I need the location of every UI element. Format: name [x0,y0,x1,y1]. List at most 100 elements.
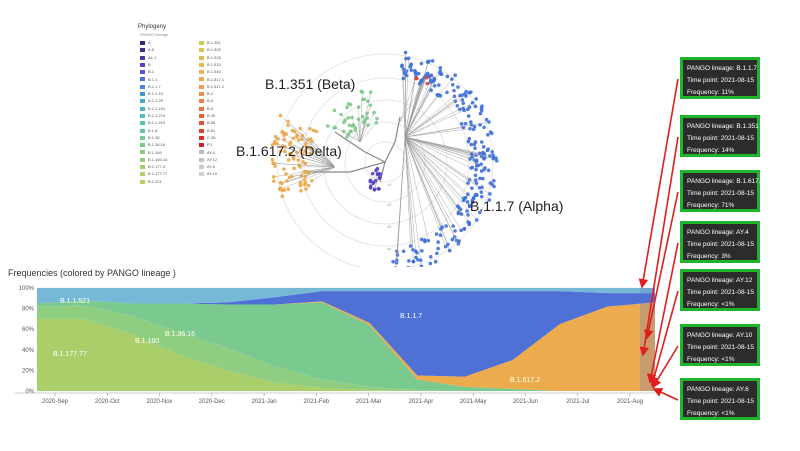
legend-swatch [140,92,145,97]
legend-item[interactable]: B.1.526 [199,55,221,60]
legend-item[interactable]: B.1.177.4 [140,164,165,169]
legend-item[interactable]: AY.4 [199,150,215,155]
callout-arrow [649,290,679,387]
legend-swatch [199,106,204,111]
legend-item[interactable]: B.1.617.2 [199,84,224,89]
legend-label: B.1.36.16 [148,142,166,148]
callout-arrow [646,242,679,384]
tooltip-callout: PANGO lineage: B.1.617.2 Time point: 2021… [680,170,765,212]
callout-lineage: PANGO lineage: B.1.617.2 [687,178,765,185]
callout-lineage: PANGO lineage: AY.12 [687,277,753,284]
legend-label: B.1.1.519 [148,120,166,126]
callout-arrow [652,387,679,401]
legend-label: B.1.160 [148,149,162,155]
legend-swatch [140,157,145,162]
callout-arrow [643,191,679,340]
legend-item[interactable]: B.1.540 [199,69,221,74]
legend-item[interactable]: B [140,62,151,67]
legend-swatch [140,121,145,126]
legend-label: B.1.1.10 [148,91,163,97]
legend-item[interactable]: AY.6 [199,164,215,169]
clade-label-delta: B.1.617.2 (Delta) [236,143,342,159]
legend-item[interactable]: B.1.1.274 [140,113,165,118]
legend-item[interactable]: B.58 [199,120,215,125]
legend-item[interactable]: A [140,40,151,45]
legend-item[interactable]: B.1.351 [199,40,221,45]
legend-item[interactable]: B.1.533 [199,62,221,67]
legend-item[interactable]: B.4 [199,98,213,103]
legend-item[interactable]: C.36 [199,135,215,140]
legend-swatch [140,135,145,140]
legend-item[interactable]: B.1.1.519 [140,120,165,125]
legend-item[interactable]: B.1.1.161 [140,106,165,111]
legend-item[interactable]: B.6 [199,106,213,111]
legend-label: B.6 [207,105,214,111]
legend-item[interactable]: B.2 [199,91,213,96]
callout-time: Time point: 2021-08-15 [687,398,754,405]
y-tick-label: 20% [22,368,35,374]
legend-swatch [140,62,145,67]
alpha-cluster [391,50,499,274]
tooltip-callout: PANGO lineage: AY.10 Time point: 2021-08-… [680,324,760,366]
legend-swatch [140,179,145,184]
area-B.1.1.7 [37,291,655,377]
legend-item[interactable]: B.1.160.16 [140,157,167,162]
ring-label: 10 [387,182,392,187]
ring-label: 30 [387,224,392,229]
callout-lineage: PANGO lineage: B.1.1.7 [687,65,757,72]
legend-swatch [199,165,204,170]
callout-time: Time point: 2021-08-15 [687,135,754,142]
x-tick-label: 2021-May [460,399,487,405]
tree-ring [364,141,406,183]
legend-item[interactable]: B.1.177.77 [140,171,167,176]
legend-label: B.1.177.77 [148,171,168,177]
legend-item[interactable]: B.1.221 [140,179,162,184]
legend-item[interactable]: B.1.1.7 [140,84,161,89]
legend-swatch [140,40,145,45]
legend-item[interactable]: B.1.1 [140,77,157,82]
y-tick-label: 100% [19,286,35,292]
legend-label: B.2 [207,91,214,97]
legend-label: B.1.525 [207,47,221,53]
legend-item[interactable]: AL.1 [140,55,156,60]
legend-label: B.58 [207,120,216,126]
legend-item[interactable]: B.1.617.1 [199,77,224,82]
clade-label-alpha: B.1.1.7 (Alpha) [470,198,564,214]
legend-label: AY.6 [207,164,215,170]
callout-frequency: Frequency: 71% [687,202,735,209]
phylogeny-tree: 1020304050 [270,50,499,275]
legend-label: B.1.351 [207,40,221,45]
x-tick-label: 2021-Apr [409,399,434,405]
x-tick-label: 2021-Jul [566,399,589,405]
legend-label: C.36 [207,134,216,140]
legend-item[interactable]: B.61 [199,128,215,133]
callout-frequency: Frequency: 11% [687,89,734,96]
legend-item[interactable]: B.1.1.10 [140,91,163,96]
legend-item[interactable]: B.1.36 [140,135,160,140]
callout-time: Time point: 2021-08-15 [687,241,754,248]
legend-label: B.1.533 [207,61,221,67]
legend-item[interactable]: A.6 [140,47,154,52]
phylogeny-title: Phylogeny [138,24,167,30]
legend-item[interactable]: B.1.160 [140,150,162,155]
tree-ring [300,77,470,247]
tooltip-callout: PANGO lineage: B.1.351 Time point: 2021-0… [680,115,760,157]
frequency-chart-title: Frequencies (colored by PANGO lineage ) [8,268,176,278]
legend-item[interactable]: B.1.525 [199,47,221,52]
red-cluster [399,75,430,123]
legend-swatch [140,77,145,82]
legend-swatch [199,70,204,75]
legend-item[interactable]: AY.10 [199,171,217,176]
x-tick-label: 2021-Mar [356,399,382,405]
legend-label: B.1.617.1 [207,76,225,82]
legend-item[interactable]: B.40 [199,113,215,118]
legend-item[interactable]: AY.12 [199,157,217,162]
legend-item[interactable]: P.1 [199,142,213,147]
legend-item[interactable]: B.1.8 [140,128,157,133]
legend-item[interactable]: B.1.36.16 [140,142,165,147]
legend-item[interactable]: B.1.1.25 [140,98,163,103]
legend-swatch [199,135,204,140]
legend-subtitle: PANGO lineage [140,32,169,37]
legend-item[interactable]: B.1 [140,69,154,74]
